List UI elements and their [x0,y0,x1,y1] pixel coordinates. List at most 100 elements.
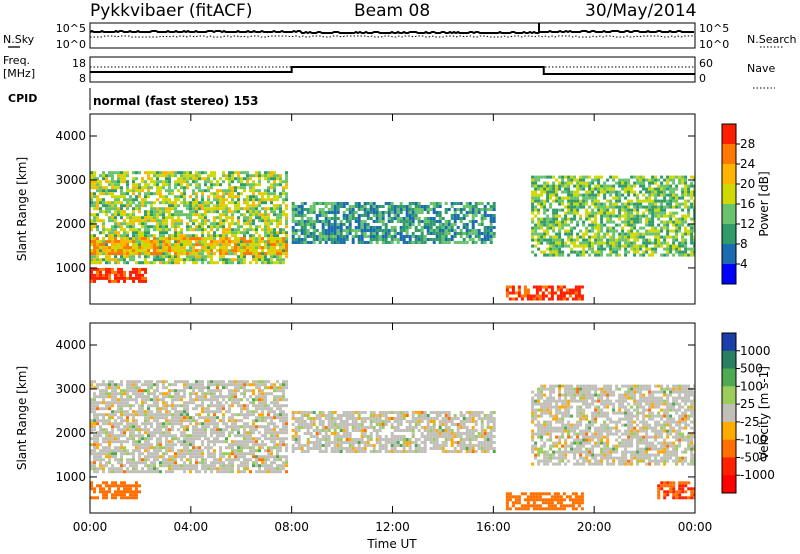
echo-cell [246,252,249,256]
echo-cell [213,440,216,444]
echo-cell [180,192,183,196]
echo-cell [147,231,150,235]
echo-cell [252,389,255,393]
echo-cell [150,398,153,402]
echo-cell [633,205,637,209]
echo-cell [459,229,463,232]
echo-cell [237,458,240,462]
echo-cell [162,464,165,468]
echo-cell [234,383,237,387]
echo-cell [579,217,583,221]
echo-cell [105,404,108,408]
echo-cell [567,238,571,242]
echo-cell [192,207,195,211]
echo-cell [600,253,604,257]
echo-cell [426,223,430,226]
echo-cell [120,270,123,274]
echo-cell [99,383,102,387]
echo-cell [153,389,156,393]
echo-cell [579,181,583,185]
echo-cell [96,437,99,441]
echo-cell [663,193,667,197]
echo-cell [387,217,391,220]
echo-cell [210,452,213,456]
echo-cell [327,211,331,214]
echo-cell [153,192,156,196]
echo-cell [180,452,183,456]
echo-cell [132,452,135,456]
echo-cell [351,211,355,214]
echo-cell [93,380,96,384]
echo-cell [261,240,264,244]
echo-cell [249,410,252,414]
echo-cell [201,171,204,175]
echo-cell [675,247,679,251]
echo-cell [171,449,174,453]
echo-cell [675,187,679,191]
echo-cell [342,235,346,238]
echo-cell [123,246,126,250]
echo-cell [375,229,379,232]
echo-cell [246,398,249,402]
echo-cell [429,223,433,226]
echo-cell [147,186,150,190]
echo-cell [669,202,673,206]
echo-cell [177,210,180,214]
echo-cell [231,201,234,205]
echo-cell [249,252,252,256]
echo-cell [198,422,201,426]
echo-cell [249,234,252,238]
echo-cell [654,232,658,236]
echo-cell [228,180,231,184]
echo-cell [450,226,454,229]
echo-cell [189,470,192,474]
echo-cell [252,428,255,432]
echo-cell [174,246,177,250]
echo-cell [114,410,117,414]
echo-cell [246,183,249,187]
echo-cell [138,249,141,253]
echo-cell [231,467,234,471]
echo-cell [474,220,478,223]
echo-cell [234,419,237,423]
echo-cell [684,241,688,245]
echo-cell [111,464,114,468]
echo-cell [381,205,385,208]
echo-cell [526,297,530,301]
echo-cell [144,398,147,402]
echo-cell [222,452,225,456]
echo-cell [141,216,144,220]
echo-cell [123,213,126,217]
echo-cell [642,178,646,182]
echo-cell [642,241,646,245]
echo-cell [147,192,150,196]
echo-cell [414,214,418,217]
echo-cell [582,247,586,251]
echo-cell [105,204,108,208]
echo-cell [120,452,123,456]
echo-cell [93,258,96,262]
echo-cell [150,192,153,196]
echo-cell [672,223,676,227]
echo-cell [174,210,177,214]
echo-cell [420,238,424,241]
echo-cell [138,446,141,450]
echo-cell [600,223,604,227]
echo-cell [552,199,556,203]
echo-cell [237,243,240,247]
echo-cell [174,228,177,232]
echo-cell [690,217,694,221]
echo-cell [369,211,373,214]
echo-cell [177,240,180,244]
echo-cell [93,195,96,199]
echo-cell [651,178,655,182]
echo-cell [144,222,147,226]
echo-cell [138,210,141,214]
echo-cell [132,443,135,447]
echo-cell [219,395,222,399]
echo-cell [585,181,589,185]
echo-cell [90,234,93,238]
echo-cell [351,205,355,208]
echo-cell [576,238,580,242]
echo-cell [108,219,111,223]
